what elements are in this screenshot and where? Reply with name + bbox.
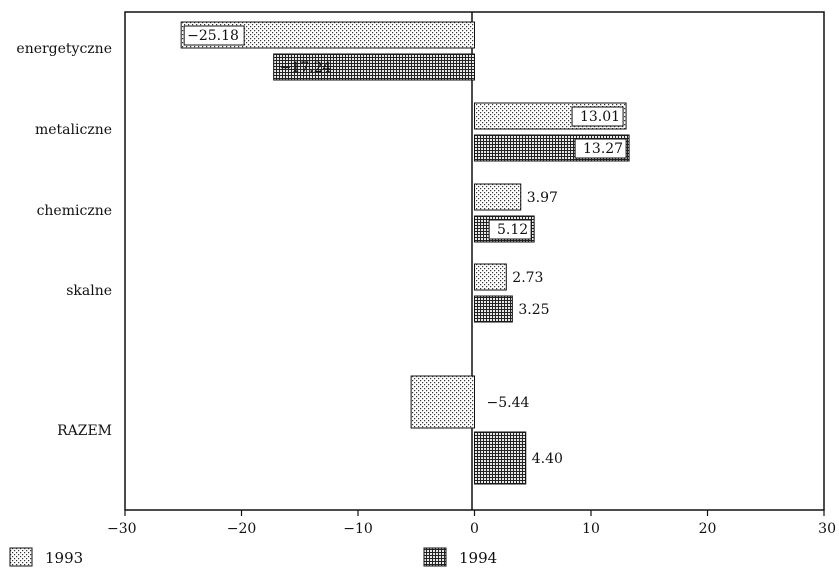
x-tick-label-1: −20 (227, 521, 257, 537)
bar-1994-skalne (474, 295, 513, 323)
bar-1994-razem (474, 431, 527, 485)
value-label-1994-skalne: 3.25 (518, 302, 549, 318)
category-label-energetyczne: energetyczne (16, 41, 112, 57)
legend: 1993 1994 (9, 547, 497, 567)
legend-swatch-1993 (9, 547, 33, 567)
value-label-1993-skalne: 2.73 (512, 270, 543, 286)
value-label-1993-metaliczne: 13.01 (580, 109, 620, 125)
x-tick-label-3: 0 (470, 521, 479, 537)
value-label-box-1994-chemiczne (488, 219, 532, 240)
value-label-1993-energetyczne: −25.18 (187, 28, 239, 44)
bar-1993-skalne (474, 263, 507, 291)
value-label-1994-razem: 4.40 (532, 451, 563, 467)
x-tick-label-2: −10 (343, 521, 373, 537)
value-label-box-1994-metaliczne (574, 138, 627, 159)
bars-layer: −25.18 −17.24 13.01 13.27 3.97 5.12 2.73 3.25 −5… (180, 21, 630, 485)
x-axis-ticks: −30 −20 −10 0 10 20 30 (107, 510, 836, 537)
value-label-1993-razem: −5.44 (487, 395, 530, 411)
category-labels: energetyczne metaliczne chemiczne skalne RAZ… (16, 41, 112, 439)
category-label-razem: RAZEM (57, 423, 112, 439)
x-tick-label-0: −30 (107, 521, 137, 537)
value-label-box-1993-metaliczne (571, 106, 624, 127)
legend-label-1994: 1994 (459, 549, 497, 567)
category-label-chemiczne: chemiczne (37, 203, 112, 219)
value-label-1994-energetyczne: −17.24 (280, 60, 332, 76)
value-label-1993-chemiczne: 3.97 (527, 190, 558, 206)
bar-1993-chemiczne (474, 183, 522, 211)
x-tick-label-4: 10 (582, 521, 600, 537)
category-label-metaliczne: metaliczne (35, 122, 112, 138)
bar-1993-razem (410, 375, 475, 429)
legend-swatch-1994 (423, 547, 447, 567)
value-label-1994-metaliczne: 13.27 (583, 141, 623, 157)
bar-1994-energetyczne (273, 53, 475, 81)
value-label-box-1993-energetyczne (183, 25, 245, 46)
category-label-skalne: skalne (66, 283, 112, 299)
x-tick-label-6: 30 (818, 521, 836, 537)
x-tick-label-5: 20 (699, 521, 717, 537)
legend-label-1993: 1993 (45, 549, 83, 567)
value-label-1994-chemiczne: 5.12 (497, 222, 528, 238)
